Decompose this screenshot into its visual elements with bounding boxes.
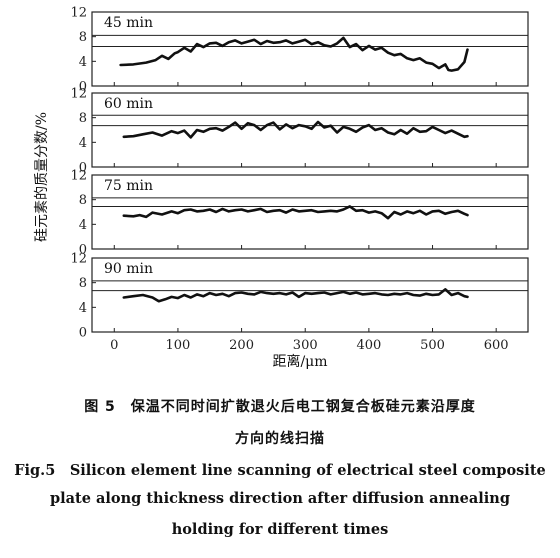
x-tick-label: 100 [166, 338, 191, 353]
y-tick-label: 4 [79, 301, 87, 316]
x-tick-label: 200 [229, 338, 254, 353]
y-tick-label: 0 [79, 161, 87, 176]
line-scan-figure: 硅元素的质量分数/% 距离/μm 0 4 8 12 45 min 0 4 8 12 60 min 0… [34, 6, 529, 370]
y-tick-label: 0 [79, 80, 87, 95]
x-tick-label: 0 [110, 338, 118, 353]
x-axis-label: 距离/μm [272, 353, 327, 370]
series-line-1 [119, 36, 469, 72]
y-tick-label: 8 [79, 111, 87, 126]
caption-cn-line-1: 图 5 保温不同时间扩散退火后电工钢复合板硅元素沿厚度 [84, 399, 476, 415]
y-tick-label: 8 [79, 276, 87, 291]
y-tick-label: 4 [79, 136, 87, 151]
y-tick-label: 4 [79, 218, 87, 233]
series-line-2 [122, 120, 469, 139]
caption-cn-line-2: 方向的线扫描 [235, 431, 325, 447]
panel-label-2: 60 min [104, 96, 153, 112]
x-tick-label: 400 [356, 338, 381, 353]
y-tick-label: 12 [70, 87, 87, 102]
x-tick-label: 300 [293, 338, 318, 353]
panel-label-1: 45 min [104, 15, 153, 31]
y-tick-label: 0 [79, 326, 87, 341]
panel-label-4: 90 min [104, 261, 153, 277]
y-tick-label: 0 [79, 243, 87, 258]
caption-en-line-2: plate along thickness direction after di… [50, 490, 510, 507]
caption-en-line-3: holding for different times [171, 521, 389, 538]
y-tick-label: 12 [70, 252, 87, 267]
panel-label-3: 75 min [104, 178, 153, 194]
panel-frame [91, 92, 529, 168]
y-tick-label: 12 [70, 6, 87, 21]
y-tick-label: 12 [70, 169, 87, 184]
y-axis-label: 硅元素的质量分数/% [34, 112, 50, 242]
series-line-4 [122, 288, 469, 303]
panel-frame [91, 11, 529, 87]
x-tick-label: 500 [420, 338, 445, 353]
series-line-3 [122, 205, 469, 220]
x-tick-label: 600 [484, 338, 509, 353]
panel-frame [91, 174, 529, 250]
y-tick-label: 4 [79, 55, 87, 70]
panel-frame [91, 257, 529, 333]
caption-en-line-1: Fig.5 Silicon element line scanning of e… [14, 462, 546, 479]
y-tick-label: 8 [79, 193, 87, 208]
y-tick-label: 8 [79, 30, 87, 45]
